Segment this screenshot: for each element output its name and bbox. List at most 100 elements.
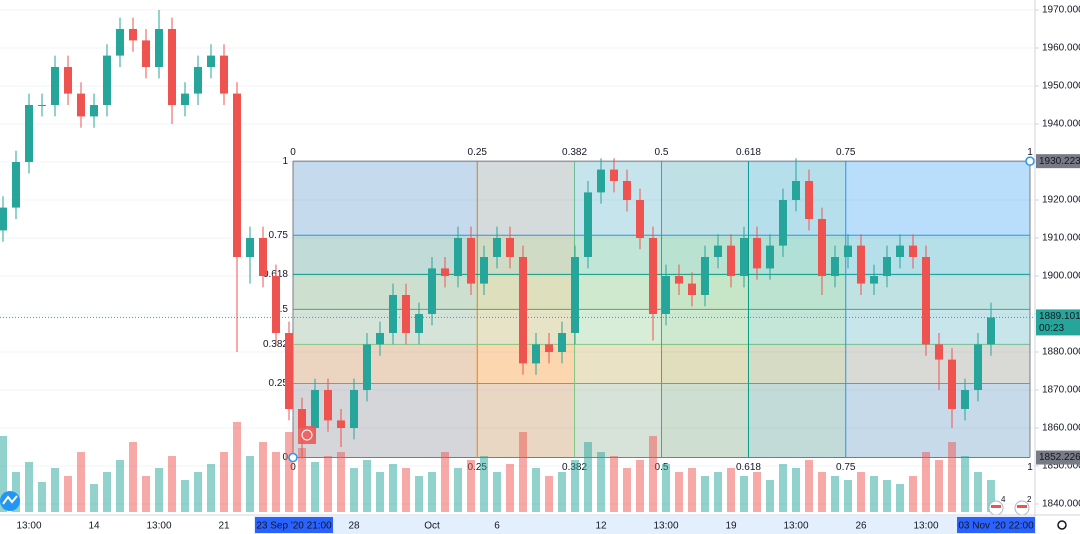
candle-body: [38, 105, 46, 106]
volume-bar: [350, 468, 358, 512]
time-range-highlight: [254, 516, 1036, 534]
fib-time-label-top: 0: [290, 147, 296, 158]
candle-body: [805, 181, 813, 219]
candle-body: [467, 238, 475, 284]
candle-body: [610, 169, 618, 181]
candle-body: [519, 257, 527, 364]
fib-price-label: 0.5: [274, 304, 288, 315]
x-tick-label: 13:00: [653, 521, 678, 532]
fib-time-label-bottom: 0.75: [836, 462, 856, 473]
candle-body: [792, 181, 800, 200]
x-tick-label: 23 Sep '20 21:00: [256, 521, 332, 532]
x-tick-label: 12: [595, 521, 607, 532]
volume-bar: [766, 480, 774, 512]
fib-handle: [1025, 156, 1035, 166]
volume-bar: [90, 484, 98, 512]
y-tick-label: 1970.000: [1042, 5, 1080, 16]
event-count: 4: [1001, 495, 1006, 504]
volume-bar: [714, 472, 722, 512]
countdown-label: 00:23: [1039, 323, 1064, 334]
volume-bar: [168, 456, 176, 512]
volume-bar: [363, 460, 371, 512]
candle-body: [649, 238, 657, 314]
volume-bar: [454, 468, 462, 512]
volume-bar: [779, 464, 787, 512]
candle-body: [935, 344, 943, 360]
candle-body: [714, 245, 722, 257]
x-tick-label: 28: [348, 521, 360, 532]
candle-body: [636, 200, 644, 238]
candle-body: [779, 200, 787, 246]
fib-time-label-bottom: 0.5: [655, 462, 669, 473]
volume-bar: [389, 464, 397, 512]
y-tick-label: 1850.000: [1042, 461, 1080, 472]
candle-body: [350, 390, 358, 428]
axis-layer: 1840.000 1850.000 1860.000 1870.000 1880.000…: [16, 5, 1080, 534]
gear[interactable]: [1057, 520, 1067, 530]
volume-bar: [675, 472, 683, 512]
candle-body: [207, 55, 215, 67]
candle-body: [402, 295, 410, 333]
fib-time-band: [845, 161, 1030, 458]
candle-layer: [0, 10, 995, 459]
candle-body: [675, 276, 683, 284]
candle-body: [870, 276, 878, 284]
candle-body: [922, 257, 930, 345]
candle-body: [103, 55, 111, 105]
y-tick-label: 1860.000: [1042, 423, 1080, 434]
y-tick-label: 1870.000: [1042, 385, 1080, 396]
candle-body: [662, 276, 670, 314]
candle-body: [441, 268, 449, 276]
time-badge: [255, 517, 333, 533]
fib-time-band: [748, 161, 846, 458]
volume-bar: [493, 472, 501, 512]
y-tick-label: 1950.000: [1042, 81, 1080, 92]
candle-body: [818, 219, 826, 276]
volume-bar: [545, 476, 553, 512]
fib-price-label: 0.25: [269, 378, 289, 389]
candle-body: [0, 207, 7, 231]
candle-body: [597, 169, 605, 193]
crosshair-dot: [301, 429, 313, 441]
volume-bar: [584, 442, 592, 512]
y-tick-label: 1880.000: [1042, 347, 1080, 358]
fib-price-badge-label: 1930.223: [1039, 156, 1080, 167]
volume-bar: [831, 476, 839, 512]
volume-bar: [870, 476, 878, 512]
candle-body: [298, 409, 306, 428]
volume-bar: [571, 460, 579, 512]
volume-bar: [298, 448, 306, 512]
volume-bar: [857, 472, 865, 512]
x-tick-label: 26: [855, 521, 867, 532]
candle-body: [623, 181, 631, 200]
candle-body: [415, 314, 423, 333]
volume-bar: [467, 460, 475, 512]
x-tick-label: 13:00: [16, 521, 41, 532]
volume-bar: [103, 472, 111, 512]
volume-bar: [883, 480, 891, 512]
fib-time-label-top: 0.382: [562, 147, 587, 158]
volume-bar: [922, 452, 930, 512]
y-tick-label: 1960.000: [1042, 43, 1080, 54]
candle-body: [506, 238, 514, 257]
fib-price-badge: [1036, 450, 1080, 465]
volume-bar: [337, 452, 345, 512]
settings-icon[interactable]: [1057, 520, 1067, 530]
volume-bar: [77, 452, 85, 512]
candle-body: [337, 420, 345, 428]
candle-body: [545, 344, 553, 352]
candle-body: [987, 317, 995, 345]
candle-body: [558, 333, 566, 352]
x-tick-label: 6: [494, 521, 500, 532]
volume-bar: [636, 460, 644, 512]
volume-bar: [688, 468, 696, 512]
volume-bar: [623, 468, 631, 512]
candle-body: [688, 283, 696, 295]
candle-body: [12, 162, 20, 208]
candle-body: [155, 29, 163, 67]
volume-bar: [753, 472, 761, 512]
fib-layer: 0000.250.250.250.3820.3820.3820.50.50.50…: [263, 147, 1033, 473]
volume-bar: [272, 452, 280, 512]
